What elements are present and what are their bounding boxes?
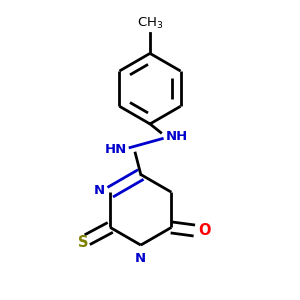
Text: O: O [198,223,211,238]
Text: NH: NH [165,130,188,143]
Text: S: S [78,235,89,250]
Text: HN: HN [105,143,127,157]
Text: N: N [94,184,105,197]
Text: N: N [135,252,146,265]
Text: CH$_3$: CH$_3$ [137,16,163,31]
